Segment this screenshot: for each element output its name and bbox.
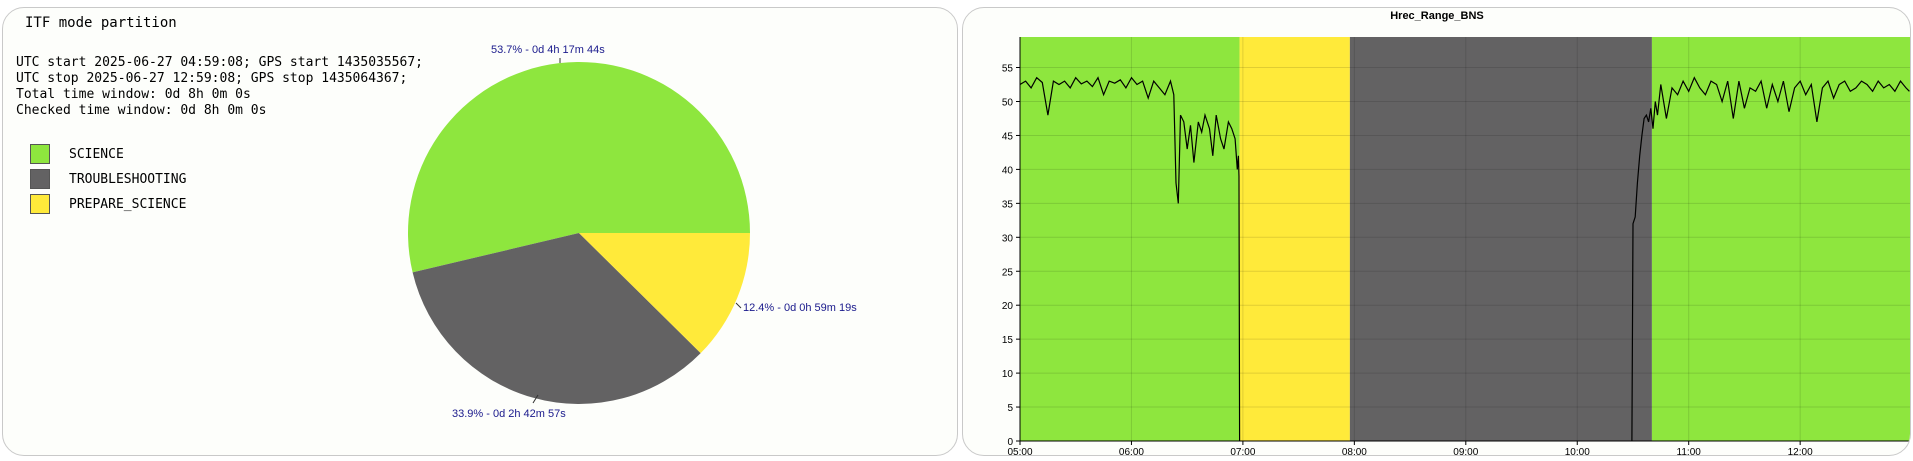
mode-band-science [1651,37,1910,441]
x-tick-label: 05:00 [1007,447,1032,456]
info-line: Total time window: 0d 8h 0m 0s [16,87,251,102]
y-tick-label: 30 [1002,233,1014,244]
y-tick-label: 0 [1007,437,1013,448]
legend-swatch [30,194,50,214]
y-tick-label: 45 [1002,131,1014,142]
line-chart-title: Hrec_Range_BNS [1390,10,1484,22]
legend-swatch [30,169,50,189]
pie-chart-panel: ITF mode partition UTC start 2025-06-27 … [2,7,958,456]
pie-slice-science [408,62,750,273]
pie-slice-label: 33.9% - 0d 2h 42m 57s [452,408,566,420]
legend-swatch [30,144,50,164]
x-tick-label: 06:00 [1119,447,1144,456]
series-line-2 [1631,76,1910,442]
y-tick-label: 40 [1002,165,1014,176]
line-chart: Hrec_Range_BNS 0 5 10 15 20 25 30 35 40 45 50 55 05:0… [1002,10,1910,456]
pie-slice-label: 12.4% - 0d 0h 59m 19s [743,302,857,314]
info-line: Checked time window: 0d 8h 0m 0s [16,103,267,118]
y-tick-label: 15 [1002,335,1014,346]
x-tick-label: 10:00 [1565,447,1590,456]
y-tick-label: 5 [1007,403,1013,414]
pie-slice-prepare-science [579,233,750,354]
pie-chart: 53.7% - 0d 4h 17m 44s 33.9% - 0d 2h 42m 5… [408,44,857,420]
mode-band-prepare-science [1239,37,1350,441]
line-chart-panel: Hrec_Range_BNS 0 5 10 15 20 25 30 35 40 45 50 55 05:0… [962,7,1911,456]
y-tick-label: 55 [1002,64,1014,75]
y-tick-label: 20 [1002,301,1014,312]
info-line: UTC stop 2025-06-27 12:59:08; GPS stop 1… [16,71,408,86]
x-tick-label: 08:00 [1342,447,1367,456]
pie-label-leader [735,302,742,309]
y-tick-label: 35 [1002,199,1014,210]
mode-band-troubleshooting [1349,37,1652,441]
legend-label: PREPARE_SCIENCE [69,197,187,212]
legend-label: SCIENCE [69,147,124,162]
pie-slice-troubleshooting [412,233,701,405]
series-line-1 [1019,76,1241,442]
y-tick-label: 10 [1002,369,1014,380]
x-tick-label: 11:00 [1677,447,1702,456]
pie-slice-label: 53.7% - 0d 4h 17m 44s [491,44,605,56]
x-tick-label: 09:00 [1453,447,1478,456]
legend-label: TROUBLESHOOTING [69,172,187,187]
pie-label-leader [532,394,539,404]
mode-band-science [1020,37,1240,441]
info-line: UTC start 2025-06-27 04:59:08; GPS start… [16,55,423,70]
pie-chart-title: ITF mode partition [25,15,177,31]
y-tick-label: 25 [1002,267,1014,278]
x-tick-label: 07:00 [1230,447,1255,456]
x-tick-label: 12:00 [1788,447,1813,456]
time-window-info: UTC start 2025-06-27 04:59:08; GPS start… [16,55,423,119]
y-tick-label: 50 [1002,98,1014,109]
